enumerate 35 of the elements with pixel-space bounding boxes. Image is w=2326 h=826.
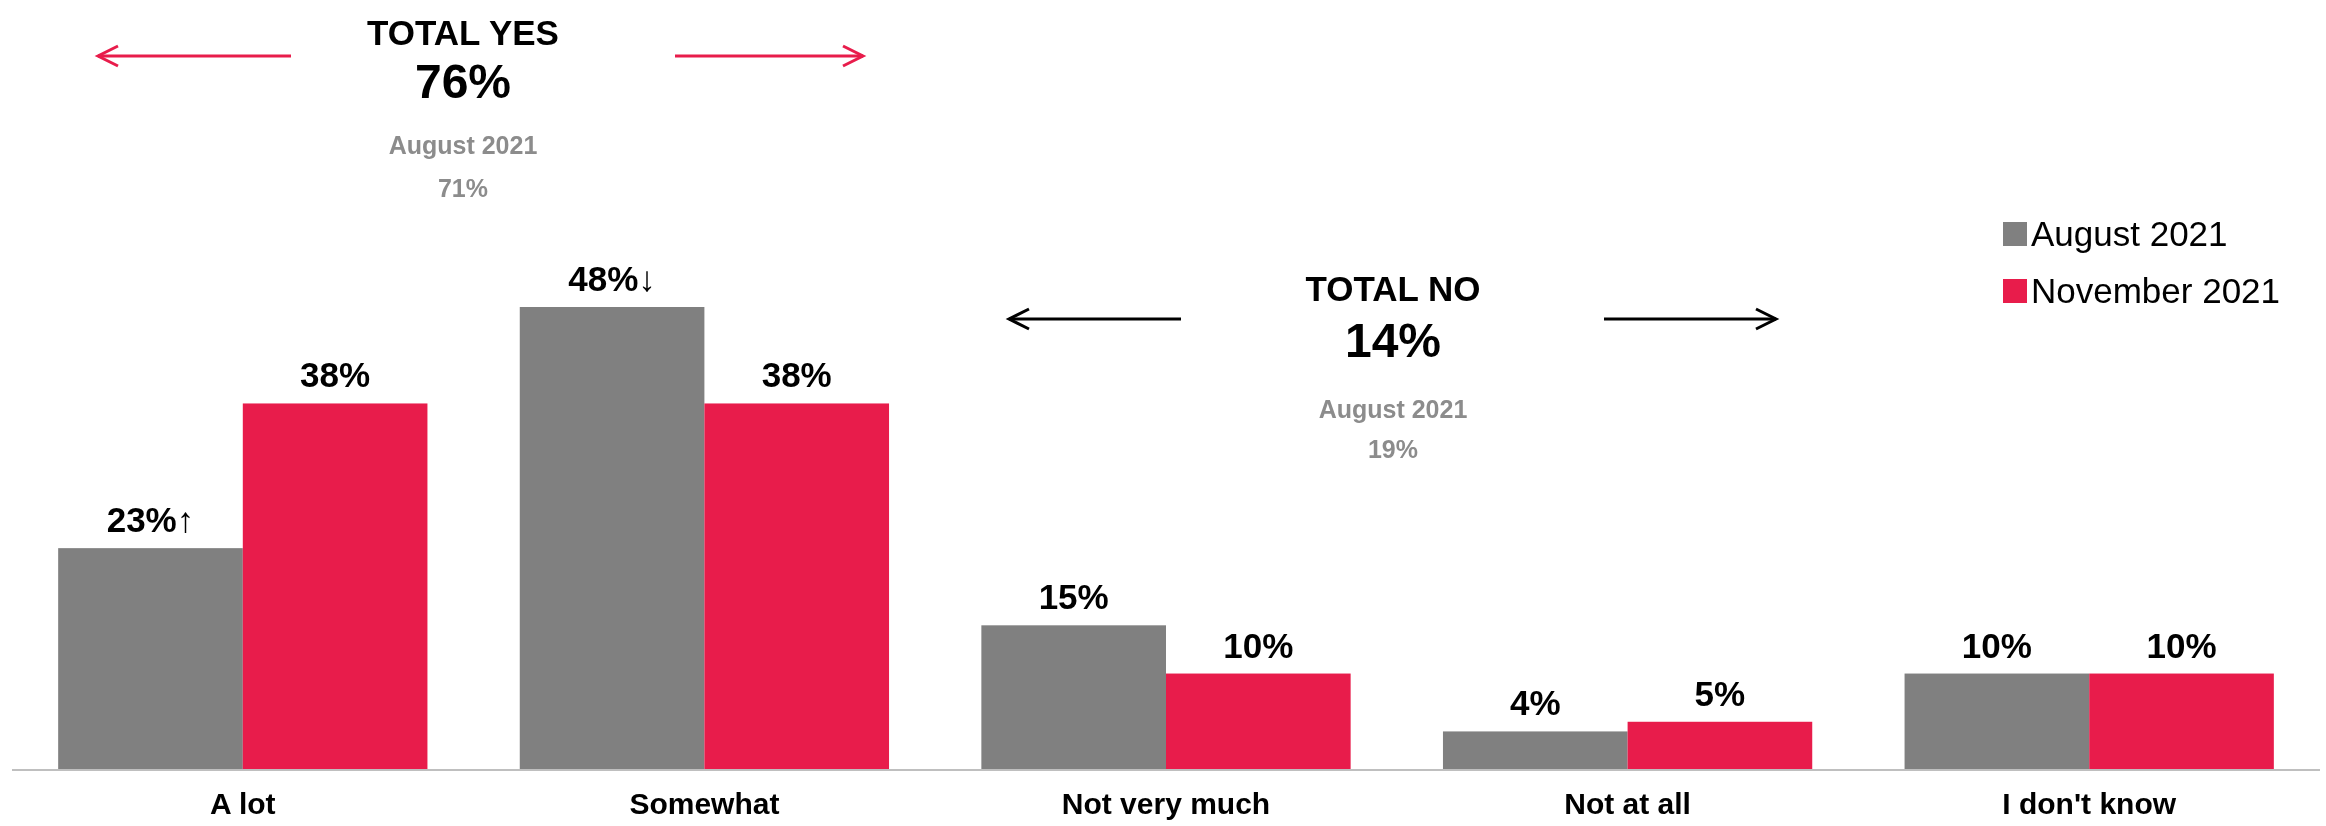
annotation: 14% — [1344, 314, 1442, 367]
x-tick-label: A lot — [210, 787, 276, 820]
bar — [1442, 731, 1628, 770]
text: TOTAL YES — [367, 13, 559, 52]
data-label: 23%↑ — [106, 500, 195, 540]
text: 71% — [437, 174, 489, 202]
legend-label: November 2021 — [2031, 271, 2281, 310]
x-tick-label: Not at all — [1564, 787, 1691, 820]
annotation: 19% — [1367, 435, 1419, 463]
bar — [58, 548, 243, 770]
data-label: 4% — [1509, 683, 1561, 723]
bar — [1166, 673, 1351, 770]
x-tick-label: Somewhat — [629, 787, 780, 820]
data-label: 10% — [1223, 625, 1294, 665]
data-label: 38% — [300, 355, 371, 395]
bar — [2089, 673, 2274, 770]
bar — [242, 403, 428, 770]
bar — [981, 625, 1166, 770]
data-label: 48%↓ — [568, 259, 656, 298]
bar — [704, 403, 890, 770]
x-tick-label: Not very much — [1061, 787, 1271, 820]
bar — [1904, 673, 2090, 770]
text: August 2021 — [388, 131, 538, 159]
x-tick-label: I don't know — [2002, 787, 2177, 820]
data-label: 10% — [1961, 625, 2032, 665]
bar — [1627, 721, 1813, 770]
data-label: 15% — [1038, 577, 1109, 617]
data-label: 5% — [1694, 673, 1746, 713]
data-label: 38% — [761, 355, 832, 395]
text: 76% — [414, 55, 512, 108]
annotation: August 2021 — [1318, 395, 1468, 423]
data-label: 10% — [2146, 625, 2217, 665]
legend-label: August 2021 — [2031, 214, 2228, 253]
bar — [519, 307, 705, 770]
annotation: TOTAL NO — [1305, 269, 1481, 308]
